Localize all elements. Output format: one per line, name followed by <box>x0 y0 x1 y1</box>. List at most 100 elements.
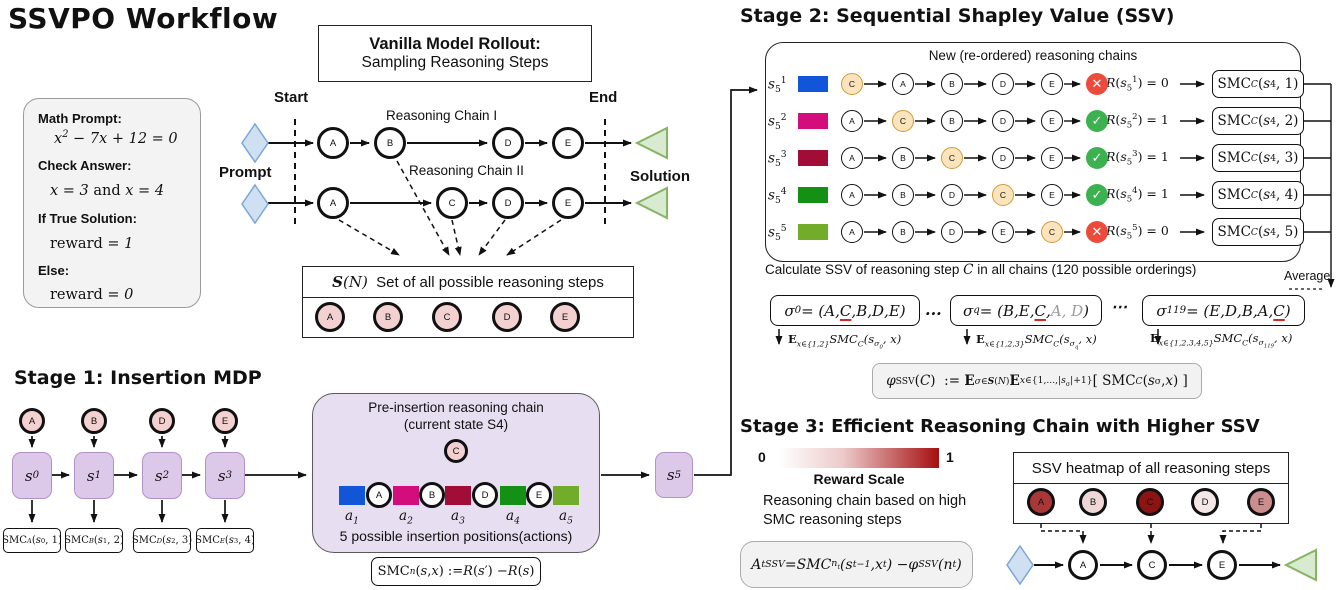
stage1-arrows <box>28 436 307 523</box>
success-check-icon: ✓ <box>1086 110 1108 132</box>
stage1-heading: Stage 1: Insertion MDP <box>14 367 262 389</box>
stage2-chain-node: B <box>892 221 914 243</box>
stage2-row-color-swatch <box>798 150 828 166</box>
insertion-action-square <box>553 486 579 505</box>
solution-triangle-icon <box>634 126 668 160</box>
stage3-chain-node: A <box>1068 550 1098 580</box>
insertion-action-square <box>393 486 419 505</box>
failure-cross-icon: ✕ <box>1086 221 1108 243</box>
ellipsis-dots: ⋯ <box>1111 297 1127 316</box>
smc-collector-lines <box>1304 83 1331 233</box>
vanilla-rollout-box: Vanilla Model Rollout: Sampling Reasonin… <box>318 25 592 82</box>
stage2-smc-box: SMC C(s 4, 5) <box>1212 218 1304 246</box>
expectation-sigma119: Ex∈{1,2,3,4,5}SMCC(sσ119, x) <box>1150 331 1293 350</box>
stage2-box-header: New (re-ordered) reasoning chains <box>928 48 1138 63</box>
stage2-chain-node: C <box>841 73 863 95</box>
reward-true-value: reward = 1 <box>50 236 134 252</box>
rollout-chain2-step-node: E <box>552 187 584 219</box>
vanilla-rollout-subtitle: Sampling Reasoning Steps <box>361 54 549 71</box>
stage2-chain-node: E <box>992 221 1014 243</box>
step-collection-dashed-arrows <box>338 160 562 256</box>
step-set-node: D <box>492 302 522 332</box>
ordering-sigma119-box: σ 119 = (E, D, B, A, C) <box>1142 295 1305 326</box>
prompt-diamond-icon <box>241 122 269 164</box>
insertion-chain-node: D <box>472 482 498 508</box>
stage2-chain-node: B <box>892 147 914 169</box>
insertion-action-label: a2 <box>399 508 413 527</box>
start-label: Start <box>274 89 309 106</box>
insertion-chain-node: B <box>419 482 445 508</box>
stage2-smc-box: SMC C(s 4, 4) <box>1212 181 1304 209</box>
ssv-heatmap-header: SSV heatmap of all reasoning steps <box>1014 453 1288 484</box>
stage2-chain-node: C <box>892 110 914 132</box>
stage2-chain-node: A <box>841 221 863 243</box>
stage2-chain-node: B <box>941 110 963 132</box>
stage2-chain-node: A <box>841 110 863 132</box>
success-check-icon: ✓ <box>1086 184 1108 206</box>
stage3-description: Reasoning chain based on high SMC reasoni… <box>763 493 967 528</box>
stage2-reward-text: R(s54) = 1 <box>1106 186 1169 205</box>
solution-triangle-icon <box>634 186 668 220</box>
stage1-step-node: D <box>149 408 175 434</box>
reward-scale-max: 1 <box>946 449 954 465</box>
stage2-chain-node: D <box>992 110 1014 132</box>
solution-label: Solution <box>630 168 690 185</box>
rollout-chain2-step-node: C <box>436 187 468 219</box>
heatmap-step-node: A <box>1027 488 1055 516</box>
stage1-smc-box: SMC A(s 0, 1) <box>2 528 62 553</box>
ellipsis-dots: ... <box>925 300 942 319</box>
stage2-reward-text: R(s51) = 0 <box>1106 75 1169 94</box>
step-set-node: C <box>432 302 462 332</box>
insertion-action-square <box>339 486 365 505</box>
insertion-candidate-node: C <box>444 439 468 463</box>
heatmap-selection-dashed-arrows <box>1040 517 1262 544</box>
stage3-chain-node: C <box>1137 550 1167 580</box>
chain2-label: Reasoning Chain II <box>409 163 524 178</box>
insertion-action-label: a5 <box>559 508 573 527</box>
stage2-row-arrows <box>864 80 1205 236</box>
expectation-sigma0: Ex∈{1,2}SMCC(sσ0, x) <box>788 332 902 351</box>
stage1-step-node: E <box>212 408 238 434</box>
insertion-chain-node: E <box>526 482 552 508</box>
stage2-row-label: s51 <box>768 75 787 96</box>
rollout-chain1-step-node: A <box>317 127 349 159</box>
stage2-chain-node: D <box>941 184 963 206</box>
stage2-chain-node: A <box>841 147 863 169</box>
vanilla-rollout-title: Vanilla Model Rollout: <box>369 35 541 53</box>
math-prompt-card: Math Prompt: x2 − 7x + 12 = 0 Check Answ… <box>23 98 201 308</box>
stage2-row-color-swatch <box>798 113 828 129</box>
reward-scale-label: Reward Scale <box>813 471 905 487</box>
stage2-chain-node: A <box>841 184 863 206</box>
insertion-chain-node: A <box>366 482 392 508</box>
insertion-action-square <box>500 486 526 505</box>
reward-scale-gradient <box>779 448 939 468</box>
rollout-chain2-step-node: D <box>492 187 524 219</box>
stage2-smc-box: SMC C(s 4, 3) <box>1212 144 1304 172</box>
step-set-box: S(N) Set of all possible reasoning steps <box>302 266 634 338</box>
check-answer-label: Check Answer: <box>38 158 132 173</box>
page-title: SSVPO Workflow <box>8 2 279 35</box>
stage2-smc-box: SMC C(s 4, 2) <box>1212 107 1304 135</box>
rollout-chain1-step-node: B <box>374 127 406 159</box>
stage2-reward-text: R(s52) = 1 <box>1106 112 1169 131</box>
stage1-smc-box: SMC D(s 2, 3) <box>132 528 192 553</box>
step-set-node: A <box>315 302 345 332</box>
stage2-row-color-swatch <box>798 76 828 92</box>
stage2-chain-node: C <box>941 147 963 169</box>
reward-scale-min: 0 <box>758 449 766 465</box>
stage2-row-label: s55 <box>768 223 787 244</box>
stage2-row-color-swatch <box>798 187 828 203</box>
chain1-label: Reasoning Chain I <box>386 108 498 123</box>
stage2-chain-node: C <box>1041 221 1063 243</box>
stage3-heading: Stage 3: Efficient Reasoning Chain with … <box>740 416 1260 437</box>
prompt-label: Prompt <box>219 164 272 181</box>
solution-triangle-icon <box>1283 548 1317 582</box>
s5-to-stage2-arrow <box>694 86 758 476</box>
